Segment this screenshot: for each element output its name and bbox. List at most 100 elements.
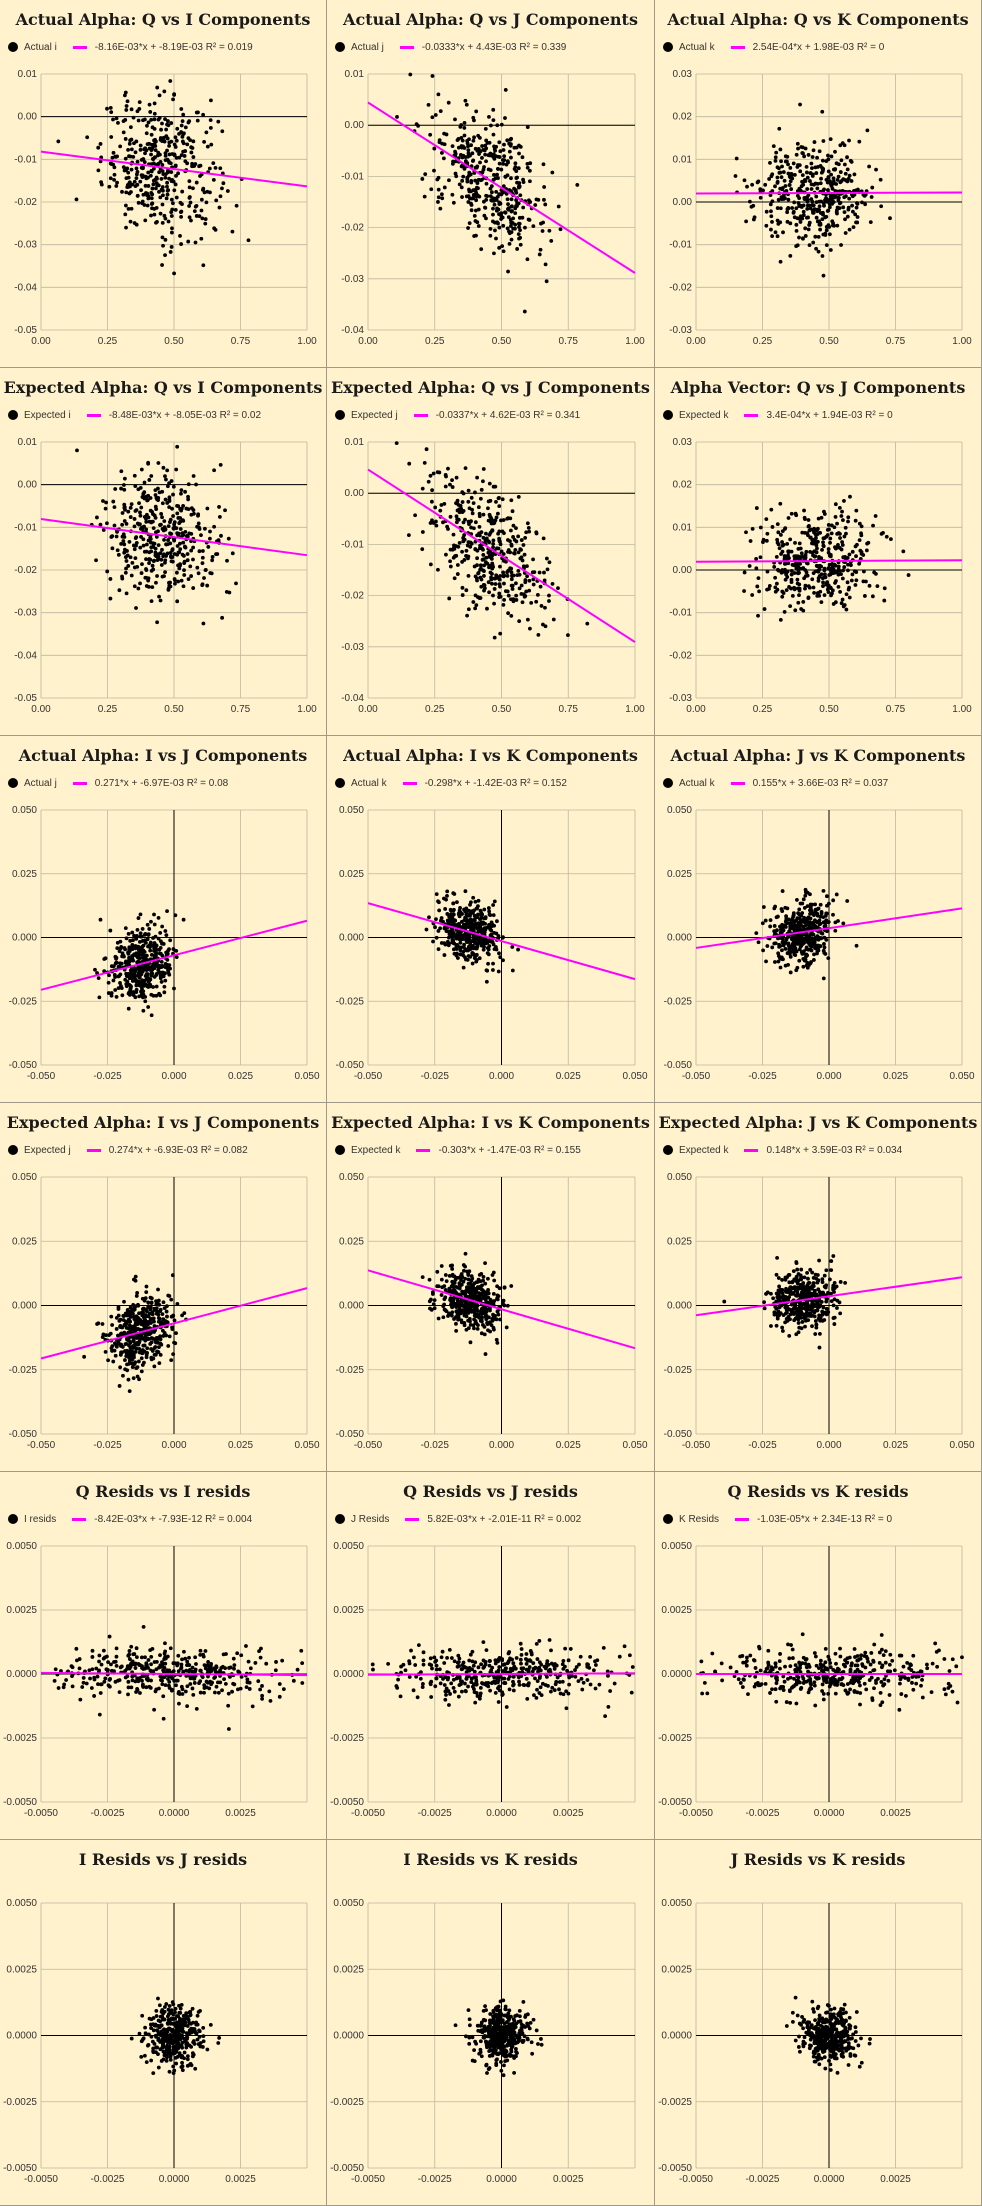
- data-point: [456, 1312, 460, 1317]
- data-point: [812, 958, 816, 962]
- data-point: [179, 123, 184, 128]
- legend-trendline-swatch: [86, 1148, 101, 1152]
- data-point: [172, 986, 176, 991]
- data-point: [98, 917, 103, 922]
- y-tick-label: 0.025: [12, 869, 37, 880]
- data-point: [120, 993, 125, 998]
- data-point: [136, 1334, 141, 1339]
- data-point: [745, 184, 749, 189]
- data-point: [863, 594, 867, 598]
- data-point: [156, 486, 160, 491]
- data-point: [821, 544, 826, 549]
- data-point: [149, 213, 153, 218]
- data-point: [426, 102, 431, 107]
- data-point: [744, 219, 749, 224]
- data-point: [193, 240, 198, 245]
- data-point: [820, 547, 824, 552]
- data-point: [164, 542, 169, 547]
- data-point: [810, 155, 815, 159]
- data-point: [466, 954, 471, 958]
- data-point: [132, 1314, 136, 1319]
- data-point: [141, 166, 145, 171]
- data-point: [160, 139, 165, 144]
- data-point: [234, 581, 238, 586]
- data-point: [834, 161, 839, 166]
- y-tick-label: -0.025: [664, 996, 693, 1007]
- data-point: [468, 902, 472, 907]
- data-point: [465, 613, 469, 618]
- data-point: [826, 175, 831, 180]
- data-point: [470, 951, 475, 956]
- data-point: [813, 165, 818, 170]
- data-point: [151, 985, 156, 989]
- data-point: [859, 531, 863, 536]
- data-point: [454, 174, 459, 179]
- data-point: [144, 542, 149, 547]
- data-point: [460, 1290, 465, 1295]
- data-point: [162, 527, 167, 532]
- data-point: [464, 102, 469, 107]
- x-tick-label: -0.025: [93, 1440, 122, 1451]
- data-point: [171, 514, 175, 518]
- data-point: [838, 170, 843, 174]
- data-point: [454, 1275, 459, 1280]
- data-point: [189, 150, 194, 155]
- x-tick-label: 0.000: [489, 1071, 514, 1082]
- data-point: [148, 1295, 153, 1300]
- data-point: [810, 911, 815, 916]
- data-point: [119, 469, 124, 474]
- data-point: [136, 487, 141, 492]
- data-point: [496, 496, 501, 501]
- data-point: [108, 596, 113, 601]
- x-tick-label: 0.000: [161, 1440, 186, 1451]
- data-point: [822, 203, 826, 208]
- data-point: [783, 567, 787, 572]
- data-point: [149, 1013, 154, 1018]
- data-point: [440, 1285, 445, 1290]
- data-point: [217, 515, 222, 519]
- data-point: [797, 196, 802, 201]
- data-point: [177, 521, 182, 526]
- data-point: [483, 1261, 487, 1266]
- data-point: [801, 213, 806, 218]
- data-point: [484, 138, 489, 143]
- data-point: [122, 542, 127, 547]
- data-point: [497, 161, 502, 166]
- data-point: [760, 921, 765, 926]
- data-point: [124, 1354, 129, 1359]
- data-point: [789, 549, 794, 554]
- data-point: [508, 566, 512, 571]
- data-point: [128, 515, 133, 519]
- data-point: [516, 550, 521, 555]
- data-point: [197, 527, 202, 531]
- data-point: [817, 935, 822, 940]
- data-point: [764, 209, 769, 214]
- data-point: [162, 519, 167, 523]
- data-point: [407, 461, 412, 466]
- data-point: [826, 550, 831, 555]
- data-point: [454, 1309, 459, 1314]
- data-point: [450, 478, 454, 483]
- data-point: [470, 1301, 475, 1306]
- data-point: [843, 554, 847, 559]
- data-point: [112, 1348, 117, 1353]
- data-point: [124, 104, 129, 108]
- data-point: [798, 561, 802, 566]
- data-point: [116, 552, 121, 557]
- data-point: [179, 491, 183, 496]
- data-point: [157, 1316, 162, 1321]
- data-point: [195, 118, 200, 123]
- data-point: [185, 142, 190, 147]
- data-point: [208, 529, 212, 534]
- data-point: [780, 889, 785, 893]
- data-point: [131, 993, 136, 997]
- legend-trendline-swatch: [413, 413, 428, 417]
- data-point: [460, 560, 465, 564]
- data-point: [466, 499, 471, 504]
- data-point: [127, 539, 132, 544]
- data-point: [818, 902, 823, 907]
- data-point: [141, 995, 145, 1000]
- data-point: [191, 545, 196, 550]
- data-point: [829, 172, 834, 177]
- data-point: [786, 162, 790, 167]
